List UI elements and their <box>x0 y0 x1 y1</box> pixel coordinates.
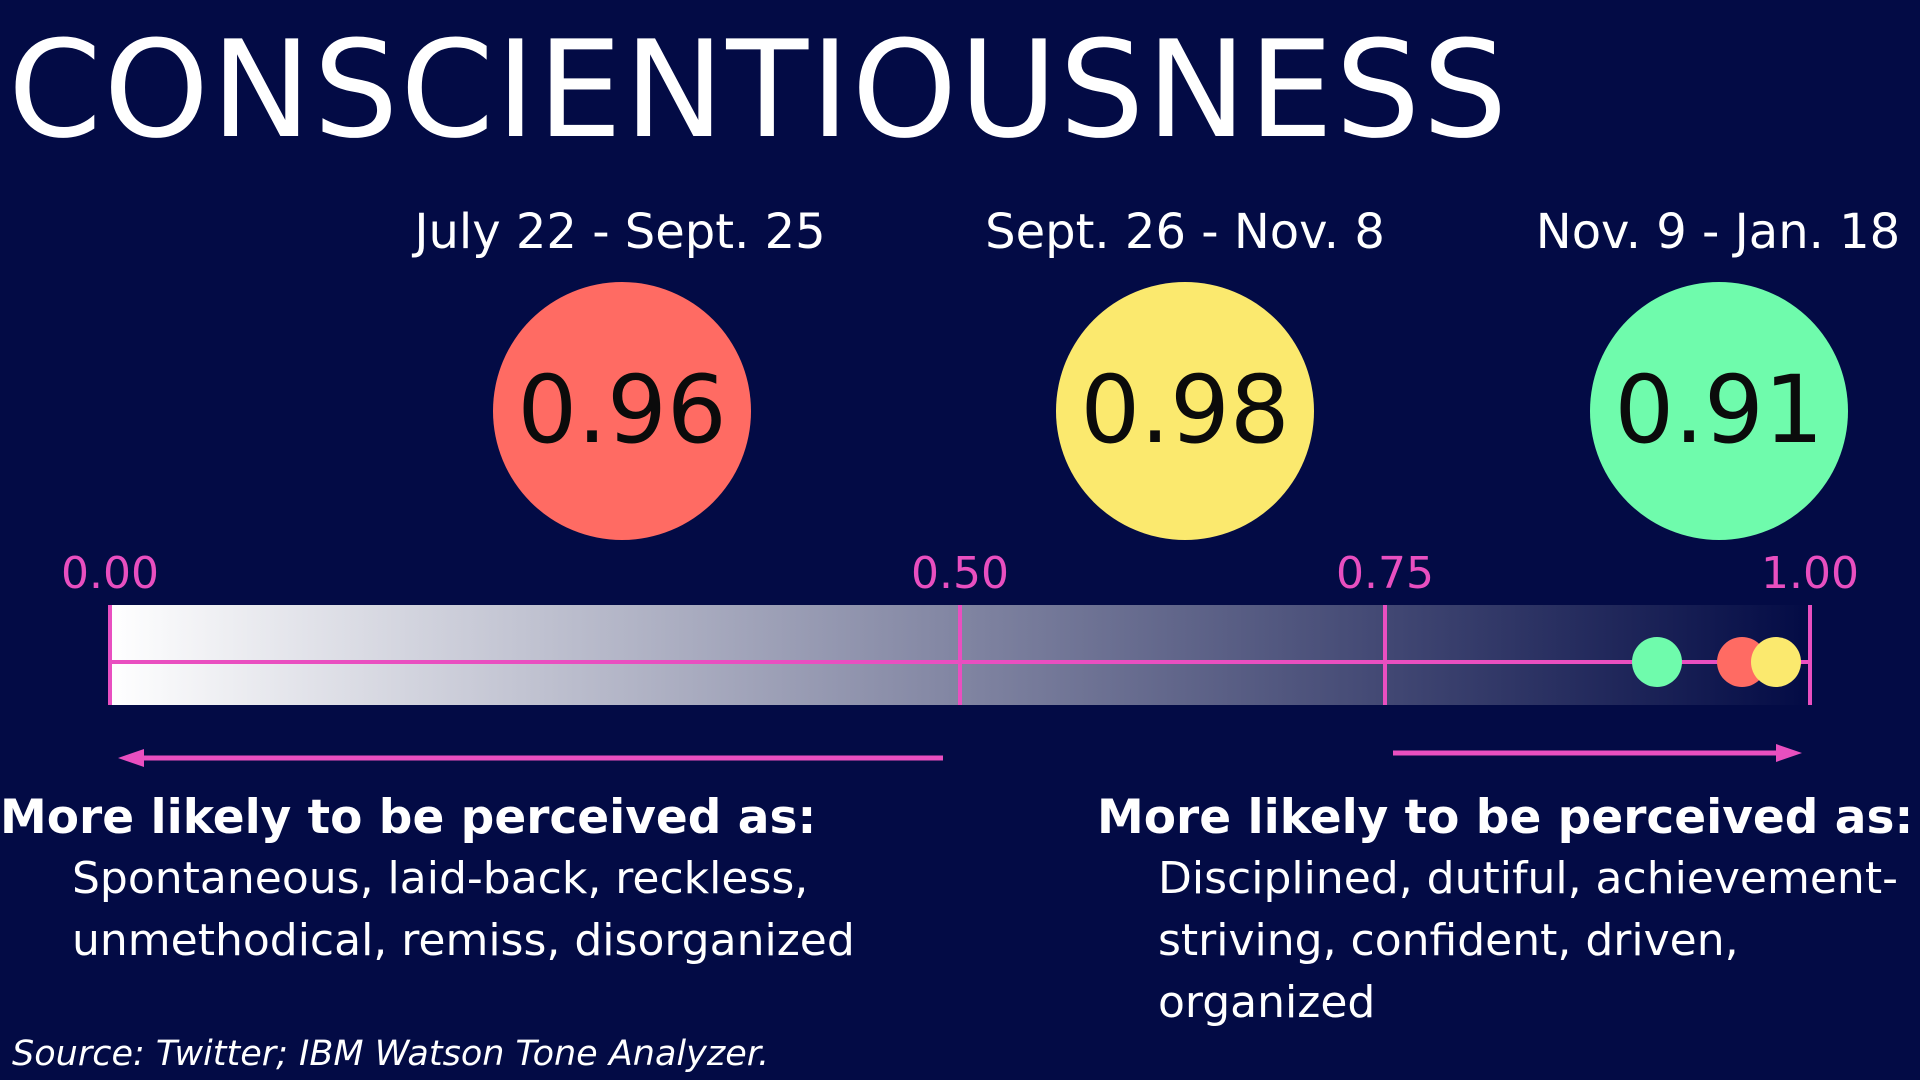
chart-title: CONSCIENTIOUSNESS <box>8 12 1510 168</box>
scale-tick-label: 0.75 <box>1336 548 1434 599</box>
scale-point-3 <box>1632 637 1682 687</box>
period-label-3: Nov. 9 - Jan. 18 <box>1535 204 1901 260</box>
score-bubble-1: 0.96 <box>493 282 751 540</box>
scale-tick-label: 1.00 <box>1761 548 1859 599</box>
scale-tick-label: 0.50 <box>911 548 1009 599</box>
score-value-3: 0.91 <box>1614 356 1824 465</box>
low-description-heading: More likely to be perceived as: <box>0 790 817 845</box>
period-label-2: Sept. 26 - Nov. 8 <box>985 204 1385 260</box>
low-description-line: unmethodical, remiss, disorganized <box>72 915 855 966</box>
high-arrow-head <box>1776 744 1802 762</box>
source-note: Source: Twitter; IBM Watson Tone Analyze… <box>12 1034 770 1074</box>
score-bubble-3: 0.91 <box>1590 282 1848 540</box>
score-value-1: 0.96 <box>517 356 727 465</box>
low-description-line: Spontaneous, laid-back, reckless, <box>72 853 809 904</box>
low-arrow-head <box>118 749 144 767</box>
scale-tick-label: 0.00 <box>61 548 159 599</box>
high-description-heading: More likely to be perceived as: <box>1097 790 1914 845</box>
high-description-line: striving, confident, driven, <box>1158 915 1739 966</box>
scale-point-2 <box>1751 637 1801 687</box>
high-description-line: organized <box>1158 977 1376 1028</box>
score-bubble-2: 0.98 <box>1056 282 1314 540</box>
period-label-1: July 22 - Sept. 25 <box>414 204 826 260</box>
low-description-body: Spontaneous, laid-back, reckless, unmeth… <box>72 848 855 972</box>
high-description-line: Disciplined, dutiful, achievement- <box>1158 853 1898 904</box>
score-value-2: 0.98 <box>1080 356 1290 465</box>
high-description-body: Disciplined, dutiful, achievement- striv… <box>1158 848 1898 1034</box>
